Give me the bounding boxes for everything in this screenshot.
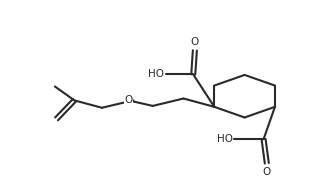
Text: O: O bbox=[191, 37, 199, 47]
Text: O: O bbox=[263, 166, 271, 177]
Text: HO: HO bbox=[217, 134, 233, 144]
Text: O: O bbox=[124, 95, 133, 105]
Text: HO: HO bbox=[148, 69, 164, 80]
